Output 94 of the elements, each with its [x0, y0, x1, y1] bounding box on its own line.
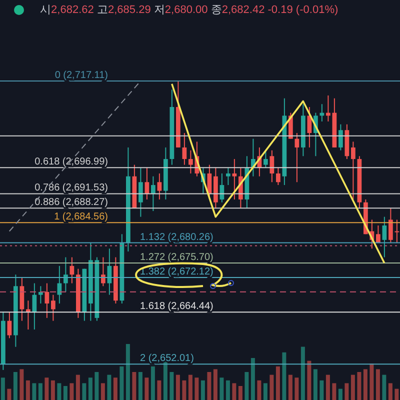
candlestick: [101, 256, 106, 287]
bar: [194, 378, 199, 400]
candlestick: [44, 282, 50, 318]
bar: [244, 372, 249, 400]
bar: [338, 388, 342, 400]
bar: [326, 374, 330, 400]
bar: [257, 380, 262, 400]
annotation: 1.618 (2,664.44): [140, 301, 214, 312]
bar: [120, 366, 124, 400]
candlestick: [382, 216, 387, 258]
bar: [32, 383, 36, 400]
bar: [157, 380, 162, 400]
bar: [76, 374, 80, 400]
annotation: 1.132 (2,680.26): [140, 232, 214, 243]
candlestick: [7, 312, 12, 339]
bar: [44, 378, 49, 400]
candlestick: [232, 158, 237, 200]
candlestick: [138, 167, 143, 218]
candlestick: [376, 224, 380, 244]
candlestick: [182, 132, 187, 166]
bar: [370, 364, 374, 400]
bar: [320, 380, 324, 400]
bar: [388, 383, 392, 400]
bar: [38, 383, 42, 400]
bar: [363, 369, 368, 400]
candlestick: [276, 167, 280, 186]
bar: [344, 383, 349, 400]
annotation: 1.272 (2,675.70): [140, 252, 214, 264]
bar: [13, 372, 18, 400]
bar: [357, 372, 362, 400]
bar: [300, 346, 305, 400]
bar: [88, 378, 92, 400]
bar: [170, 372, 174, 400]
bar: [63, 386, 68, 400]
bar: [144, 378, 149, 400]
bar: [126, 344, 130, 400]
bar: [132, 372, 136, 400]
bar: [288, 374, 292, 400]
chart-title: 시2,682.62 고2,685.29 저2,680.00 종2,682.42 -0.19 (-0.01%): [40, 4, 338, 16]
bar: [250, 358, 255, 400]
candlestick: [64, 256, 68, 292]
annotation: 0.886 (2,688.27): [34, 197, 108, 208]
bar: [220, 378, 224, 400]
annotation: 1 (2,684.56): [54, 212, 108, 223]
bar: [200, 380, 205, 400]
bar: [26, 380, 30, 400]
bar: [50, 380, 55, 400]
bar: [188, 374, 192, 400]
bar: [0, 378, 5, 400]
bar: [332, 383, 336, 400]
candlestick: [264, 150, 268, 168]
bar: [307, 360, 312, 400]
bar: [82, 383, 86, 400]
bar: [57, 383, 62, 400]
bar: [226, 380, 230, 400]
candlestick: [388, 208, 393, 244]
bar: [282, 352, 286, 400]
candlestick: [151, 176, 156, 212]
bar: [182, 380, 186, 400]
bar: [238, 386, 242, 400]
candlestick: [38, 286, 43, 304]
candlestick: [351, 141, 356, 200]
bar: [138, 372, 142, 400]
bar: [7, 388, 12, 400]
bar: [382, 374, 386, 400]
bar: [294, 378, 299, 400]
bar: [94, 372, 99, 400]
candlestick: [157, 172, 162, 200]
candlestick: [188, 150, 193, 174]
bar: [376, 369, 380, 400]
annotation: 1.382 (2,672.12): [140, 266, 214, 278]
bar: [113, 378, 118, 400]
bar: [313, 369, 318, 400]
bar: [107, 374, 112, 400]
bar: [176, 374, 180, 400]
bar: [350, 374, 355, 400]
candlestick: [226, 167, 230, 186]
annotation: 2 (2,652.01): [140, 353, 194, 364]
bar: [276, 366, 280, 400]
candlestick: [338, 124, 343, 151]
bar: [213, 369, 218, 400]
candlestick: [51, 294, 56, 322]
bar: [263, 383, 268, 400]
annotation: 0 (2,717.11): [54, 70, 108, 81]
bar: [150, 366, 155, 400]
annotation: 0.618 (2,696.99): [34, 156, 108, 168]
bar: [20, 369, 24, 400]
bar: [270, 374, 274, 400]
bar: [394, 388, 399, 400]
annotation: 0.786 (2,691.53): [34, 182, 108, 194]
bar: [100, 383, 105, 400]
bar: [70, 383, 74, 400]
bar: [232, 383, 236, 400]
bar: [207, 372, 212, 400]
